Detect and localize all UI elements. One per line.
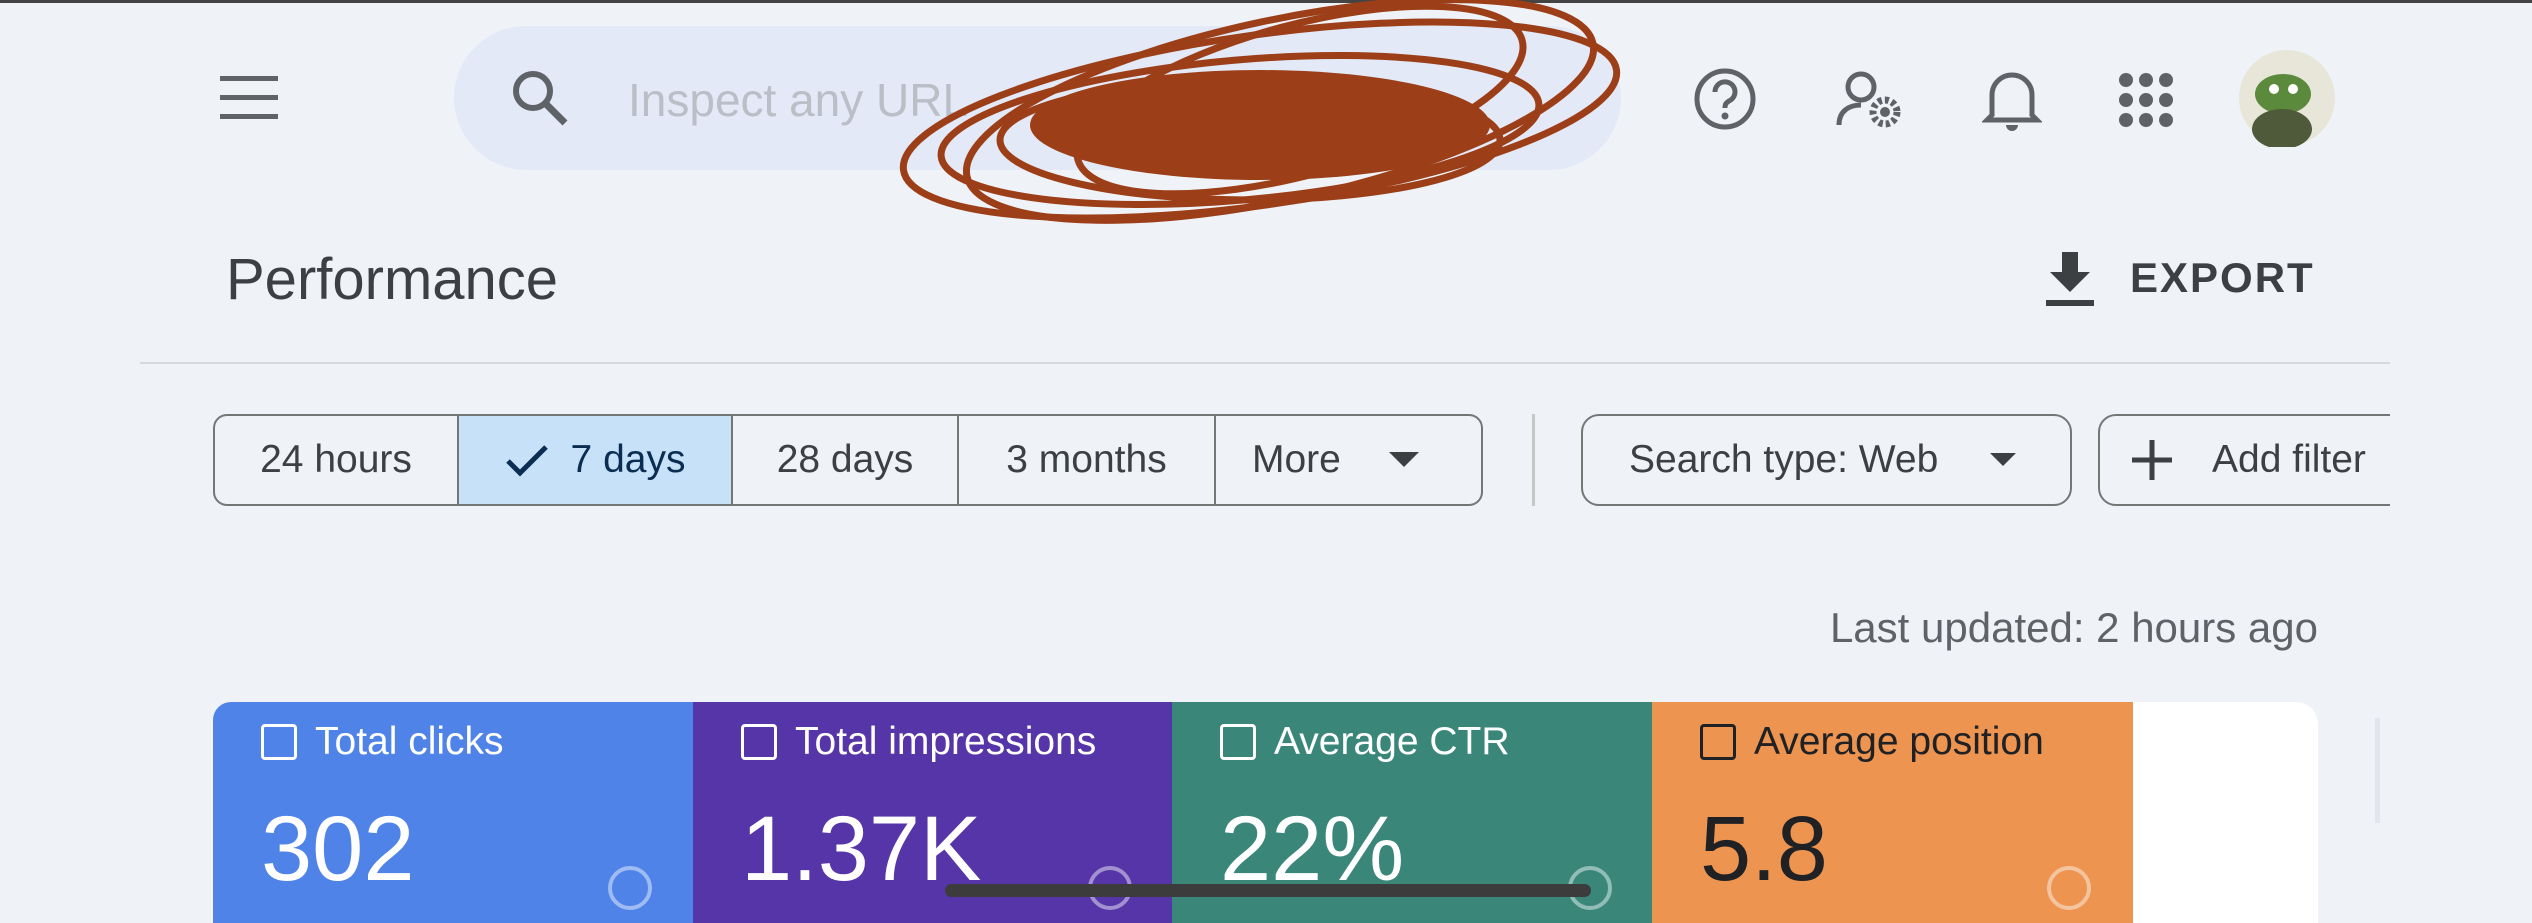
metric-label-text: Average position	[1754, 720, 2044, 763]
admin-button[interactable]	[1835, 67, 1905, 131]
metric-label: Total impressions	[741, 720, 1096, 764]
date-chip[interactable]: 28 days	[733, 416, 959, 504]
check-icon	[505, 445, 548, 477]
metric-card[interactable]: Total impressions 1.37K	[693, 702, 1172, 923]
help-button[interactable]	[1693, 67, 1757, 131]
scribble	[899, 0, 1621, 224]
more-label: More	[1252, 438, 1341, 481]
scrollbar	[945, 884, 1591, 897]
checkbox[interactable]	[741, 724, 777, 760]
date-chip[interactable]: 3 months	[959, 416, 1216, 504]
metric-label-text: Total impressions	[795, 720, 1097, 763]
top-edge	[0, 0, 2532, 3]
chip-label: 7 days	[570, 438, 686, 481]
checkbox[interactable]	[1220, 724, 1256, 760]
export-button[interactable]: EXPORT	[2130, 254, 2315, 301]
add-filter-clip: Add filter	[2098, 400, 2390, 520]
search-placeholder: Inspect any URL	[628, 74, 969, 126]
checkbox[interactable]	[261, 724, 297, 760]
date-chip[interactable]: 24 hours	[215, 416, 459, 504]
metric-value: 302	[261, 798, 415, 900]
last-updated: Last updated: 2 hours ago	[1829, 604, 2318, 651]
metric-value: 1.37K	[741, 798, 982, 900]
date-chip-selected[interactable]: 7 days	[459, 416, 733, 504]
notifications-button[interactable]	[1982, 65, 2042, 133]
card-filler	[2133, 702, 2318, 923]
search-type-label: Search type: Web	[1629, 438, 1939, 481]
separator	[1532, 414, 1535, 506]
apps-button[interactable]	[2118, 72, 2174, 128]
metric-label: Total clicks	[261, 720, 504, 764]
add-filter-label: Add filter	[2212, 438, 2366, 481]
metric-label-text: Total clicks	[315, 720, 504, 763]
more-chip[interactable]: More	[1216, 416, 1481, 504]
search-type-filter[interactable]: Search type: Web	[1581, 414, 2072, 506]
dropdown-arrow	[1990, 453, 2017, 466]
date-range-chips: 24 hours 7 days 28 days 3 months More	[213, 414, 1483, 506]
export-icon	[2046, 252, 2094, 306]
metric-label: Average CTR	[1220, 720, 1510, 764]
plus-icon	[2132, 440, 2172, 480]
metric-label-text: Average CTR	[1274, 720, 1510, 763]
add-filter-button[interactable]: Add filter	[2098, 414, 2390, 506]
checkbox[interactable]	[1700, 724, 1736, 760]
divider	[140, 362, 2390, 364]
metric-value: 22%	[1220, 798, 1405, 900]
dropdown-arrow	[1388, 452, 1419, 467]
metric-card[interactable]: Total clicks 302	[213, 702, 693, 923]
menu-button[interactable]	[220, 76, 278, 120]
scroll-indicator	[2375, 718, 2380, 823]
metric-card[interactable]: Average position 5.8	[1652, 702, 2133, 923]
metric-value: 5.8	[1700, 798, 1828, 900]
search-icon	[513, 71, 568, 126]
page-title: Performance	[226, 247, 559, 312]
avatar[interactable]	[2238, 49, 2336, 147]
metric-label: Average position	[1700, 720, 2044, 764]
